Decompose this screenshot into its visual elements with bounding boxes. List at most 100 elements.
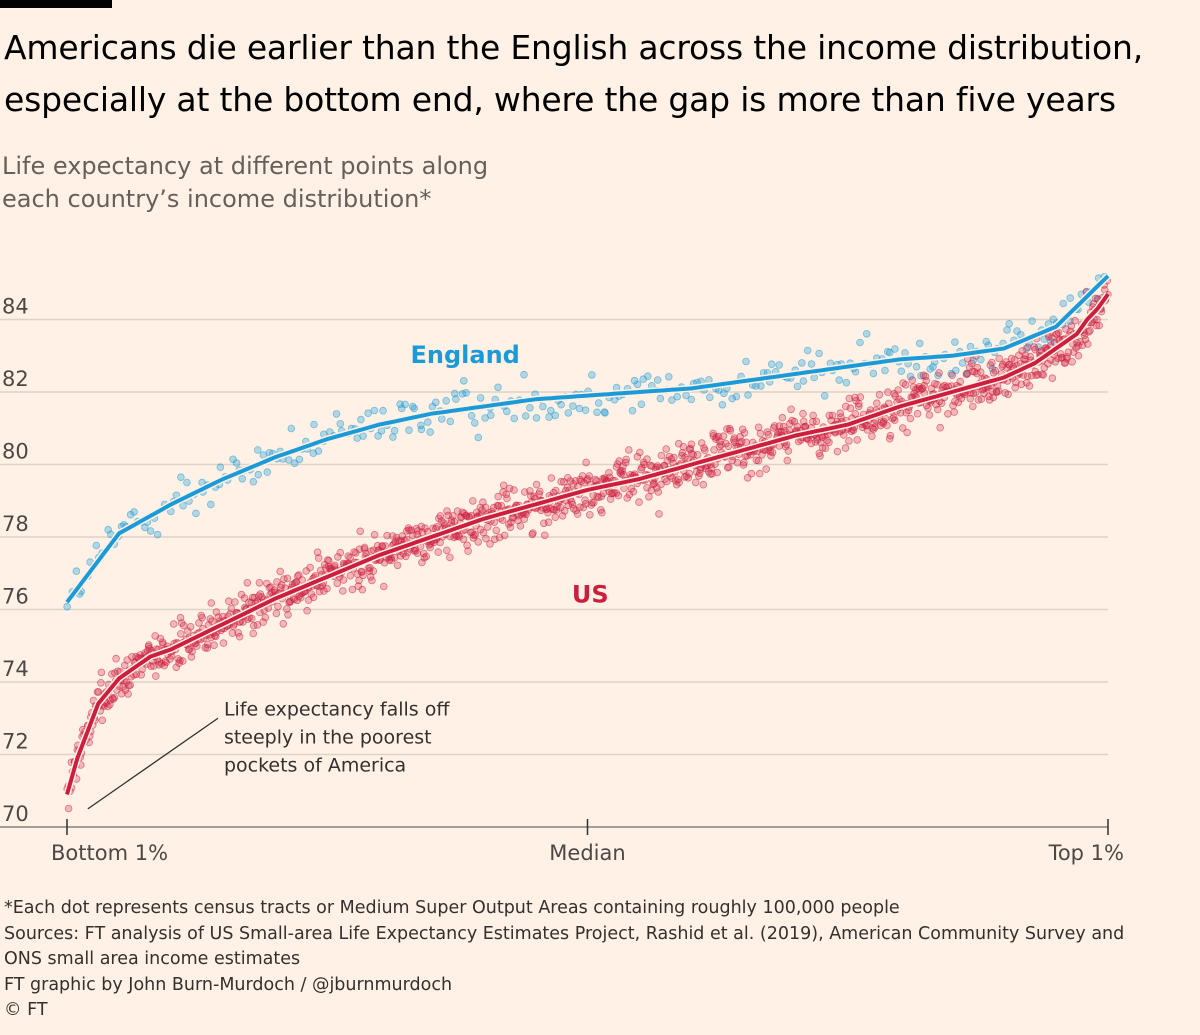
england-point [287,424,296,433]
england-point [295,455,304,464]
england-point [628,406,637,415]
us-point [339,576,348,584]
us-point [585,510,594,519]
us-point [184,627,192,635]
us-point [474,538,483,546]
england-point [314,447,323,455]
england-point [588,371,596,379]
england-point [815,349,823,358]
us-point [449,512,457,520]
england-point [742,357,750,366]
us-point [379,582,388,591]
england-point [539,402,547,411]
england-point [183,478,191,487]
us-point [685,469,694,478]
us-point [662,445,670,453]
england-point [462,389,470,397]
us-point [740,458,748,467]
us-point [176,656,184,665]
england-point [594,399,603,407]
us-point [783,456,792,465]
us-point [922,377,930,385]
us-point [764,430,773,439]
us-point [886,431,895,440]
england-trend-line [65,274,1110,604]
england-point [564,409,573,417]
us-point [972,388,980,397]
england-point [951,338,959,346]
us-point [522,510,530,519]
footnote-sources: Sources: FT analysis of US Small-area Li… [4,923,1125,944]
us-point [459,535,468,544]
us-point [579,503,588,512]
us-point [540,531,549,540]
england-point [437,415,446,423]
england-point [177,473,185,482]
us-point [762,465,770,473]
us-point [535,487,544,496]
us-point [505,484,514,493]
us-point [203,640,212,649]
us-point [699,480,708,489]
us-point [357,567,366,576]
us-point [841,444,850,452]
us-point [948,371,956,380]
england-point [1040,335,1048,343]
us-point [243,578,252,587]
england-point [502,407,511,416]
us-point [309,593,318,602]
us-point [724,442,733,451]
us-point [471,530,480,539]
us-point [283,574,292,583]
us-point [97,668,106,677]
y-tick-label-84: 84 [2,295,29,319]
us-point [284,610,292,619]
us-point [276,567,285,576]
england-point [285,456,293,464]
us-point [358,585,367,594]
us-point [492,526,501,535]
us-point [700,446,709,455]
annotation-line-1: Life expectancy falls off [224,698,450,720]
us-point [110,693,119,702]
us-point [1024,343,1032,352]
england-point [897,367,906,376]
us-point [169,620,178,628]
england-point [336,420,345,428]
us-point [359,571,367,580]
england-point [423,418,432,426]
us-point [234,628,242,637]
us-point [868,432,876,441]
annotation-line-3: pockets of America [224,754,406,776]
england-point [728,394,736,403]
england-point [757,382,765,390]
us-point [64,804,73,813]
us-point [476,525,485,534]
us-point [845,437,853,445]
us-point [1025,382,1034,390]
us-point [825,438,833,447]
us-point [219,639,228,647]
us-point [976,368,985,377]
us-point [429,524,437,533]
us-point [314,554,323,562]
us-point [622,455,630,464]
us-point [756,429,765,438]
us-point [494,492,503,501]
england-point [891,345,899,353]
us-point [950,408,958,416]
us-point [323,584,331,593]
us-point [560,507,569,515]
us-point [94,688,103,696]
ft-brand-bar [0,0,112,8]
us-point [464,547,472,555]
us-point [679,443,688,451]
us-point [1095,321,1103,330]
us-point [742,438,750,447]
series-label-us: US [572,580,609,608]
us-point [883,421,891,430]
england-point [238,475,247,483]
england-point [207,500,215,509]
us-point [1039,371,1048,379]
us-point [346,571,355,580]
